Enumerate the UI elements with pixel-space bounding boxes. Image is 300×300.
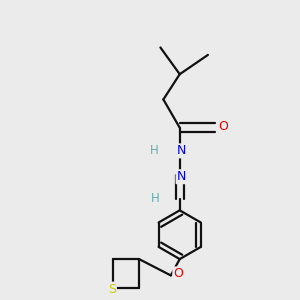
Text: H: H [150,143,159,157]
Text: N: N [176,144,186,158]
Text: S: S [108,283,116,296]
Text: H: H [151,192,160,205]
Text: N: N [176,170,186,183]
Text: O: O [218,120,228,133]
Text: O: O [173,267,183,280]
